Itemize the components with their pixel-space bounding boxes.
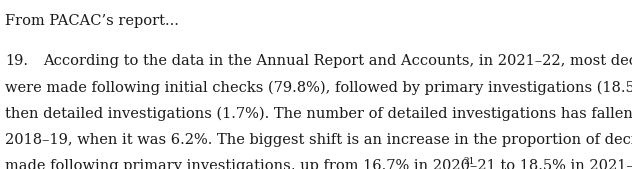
Text: 19.: 19. bbox=[5, 54, 28, 68]
Text: 2018–19, when it was 6.2%. The biggest shift is an increase in the proportion of: 2018–19, when it was 6.2%. The biggest s… bbox=[5, 133, 632, 147]
Text: made following primary investigations, up from 16.7% in 2020–21 to 18.5% in 2021: made following primary investigations, u… bbox=[5, 159, 632, 169]
Text: According to the data in the Annual Report and Accounts, in 2021–22, most decisi: According to the data in the Annual Repo… bbox=[43, 54, 632, 68]
Text: 21: 21 bbox=[463, 157, 475, 166]
Text: were made following initial checks (79.8%), followed by primary investigations (: were made following initial checks (79.8… bbox=[5, 80, 632, 95]
Text: then detailed investigations (1.7%). The number of detailed investigations has f: then detailed investigations (1.7%). The… bbox=[5, 106, 632, 121]
Text: From PACAC’s report...: From PACAC’s report... bbox=[5, 14, 179, 28]
